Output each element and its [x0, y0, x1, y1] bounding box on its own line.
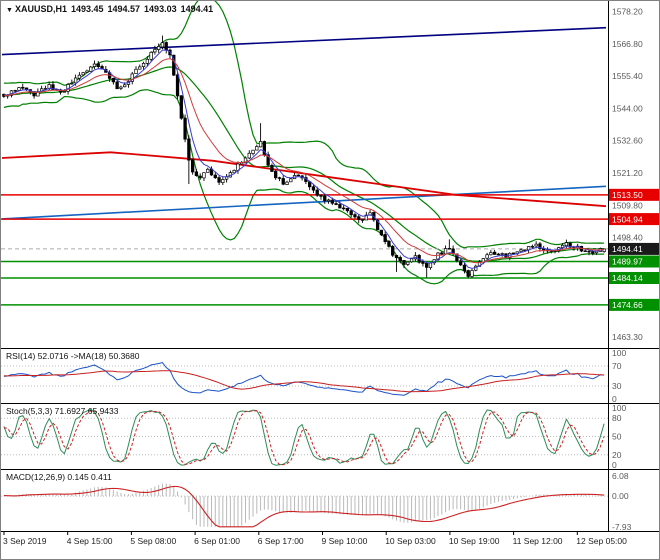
svg-text:10 Sep 03:00: 10 Sep 03:00: [385, 536, 436, 546]
svg-text:6 Sep 17:00: 6 Sep 17:00: [258, 536, 304, 546]
ohlc-open: 1493.45: [70, 4, 104, 14]
support-resistance-lines[interactable]: [1, 194, 608, 306]
svg-text:1504.94: 1504.94: [612, 214, 643, 224]
upper-channel-trendline: [1, 26, 607, 56]
candles[interactable]: [2, 35, 606, 279]
svg-text:30: 30: [612, 381, 622, 391]
long-term-ma: [1, 151, 607, 208]
svg-text:0: 0: [612, 394, 617, 404]
rsi-indicator-label: RSI(14) 52.0716 ->MA(18) 50.3680: [6, 351, 140, 361]
svg-text:1544.00: 1544.00: [612, 103, 643, 113]
price-axis-badges: 1513.50 1504.94 1494.41 1489.97 1484.14 1474.…: [609, 188, 659, 311]
svg-text:1532.60: 1532.60: [612, 136, 643, 146]
svg-text:100: 100: [612, 348, 626, 358]
svg-text:10 Sep 19:00: 10 Sep 19:00: [449, 536, 500, 546]
svg-text:5 Sep 08:00: 5 Sep 08:00: [130, 536, 176, 546]
ohlc-low: 1493.03: [144, 4, 177, 14]
trendlines[interactable]: [1, 26, 607, 220]
rsi-levels: [1, 365, 608, 387]
svg-text:1566.80: 1566.80: [612, 39, 643, 49]
svg-text:6 Sep 01:00: 6 Sep 01:00: [194, 536, 240, 546]
rsi-scale-labels[interactable]: 100 70 30 0: [612, 348, 626, 404]
svg-text:1484.14: 1484.14: [612, 273, 643, 283]
svg-text:3 Sep 2019: 3 Sep 2019: [3, 536, 47, 546]
price-axis-labels[interactable]: 1578.20 1566.80 1555.40 1544.00 1532.60 1521.…: [612, 7, 643, 343]
macd-histogram: [3, 483, 605, 527]
svg-text:12 Sep 05:00: 12 Sep 05:00: [576, 536, 627, 546]
svg-text:1498.40: 1498.40: [612, 233, 643, 243]
svg-text:4 Sep 15:00: 4 Sep 15:00: [67, 536, 113, 546]
chart-title: ▼ XAUUSD,H1 1493.45 1494.57 1493.03 1494.41: [6, 4, 217, 14]
symbol-timeframe-label: XAUUSD,H1: [14, 4, 67, 14]
fast-ma-lines: [3, 49, 614, 269]
svg-text:20: 20: [612, 450, 622, 460]
ohlc-close: 1494.41: [180, 4, 214, 14]
time-axis[interactable]: 3 Sep 2019 4 Sep 15:00 5 Sep 08:00 6 Sep 01…: [3, 531, 627, 546]
level-price-badge: [609, 255, 659, 268]
svg-text:1555.40: 1555.40: [612, 71, 643, 81]
current-price-badge: [609, 242, 659, 255]
ascending-trendline: [1, 185, 607, 220]
svg-text:1509.80: 1509.80: [612, 200, 643, 210]
stoch-levels: [1, 417, 608, 456]
svg-text:1489.97: 1489.97: [612, 257, 643, 267]
rsi-lines: [3, 362, 605, 396]
bollinger-bands: [3, 1, 605, 285]
macd-signal-line: [3, 485, 605, 528]
panel-separators: [1, 1, 659, 532]
svg-text:50: 50: [612, 432, 622, 442]
level-price-badge: [609, 188, 659, 201]
svg-text:70: 70: [612, 361, 622, 371]
svg-text:1494.41: 1494.41: [612, 244, 643, 254]
macd-scale-labels[interactable]: 6.08 0.00 -7.93: [612, 471, 632, 532]
svg-text:0: 0: [612, 460, 617, 470]
svg-text:1521.20: 1521.20: [612, 168, 643, 178]
level-price-badge: [609, 213, 659, 226]
svg-text:11 Sep 12:00: 11 Sep 12:00: [513, 536, 563, 546]
macd-indicator-label: MACD(12,26,9) 0.145 0.411: [6, 472, 112, 482]
svg-text:1463.30: 1463.30: [612, 332, 643, 342]
svg-text:1474.66: 1474.66: [612, 300, 643, 310]
svg-text:-7.93: -7.93: [612, 522, 632, 532]
ohlc-high: 1494.57: [107, 4, 141, 14]
svg-text:1578.20: 1578.20: [612, 7, 643, 17]
stoch-indicator-label: Stoch(5,3,3) 71.6927 65.9433: [6, 406, 119, 416]
level-price-badge: [609, 298, 659, 311]
stoch-lines: [3, 408, 605, 466]
svg-text:0.00: 0.00: [612, 491, 629, 501]
svg-text:9 Sep 10:00: 9 Sep 10:00: [322, 536, 368, 546]
chart-symbol-icon: ▼: [6, 7, 13, 14]
svg-text:100: 100: [612, 403, 626, 413]
svg-text:80: 80: [612, 413, 622, 423]
svg-text:1513.50: 1513.50: [612, 190, 643, 200]
svg-text:6.08: 6.08: [612, 471, 629, 481]
level-price-badge: [609, 272, 659, 285]
